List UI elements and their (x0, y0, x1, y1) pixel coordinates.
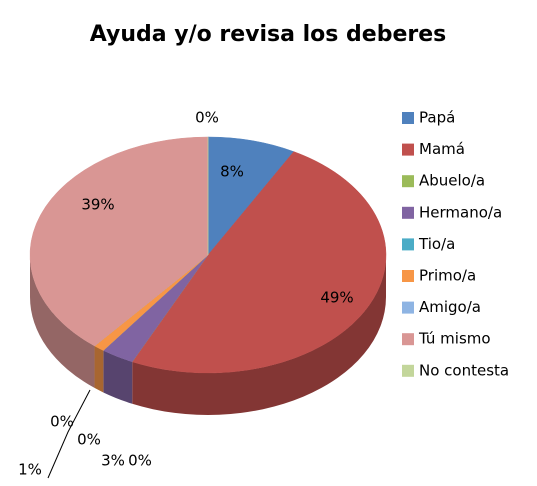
legend-label: Tú mismo (418, 330, 491, 348)
slice (29, 136, 209, 347)
data-labels: 8%49%0%3%0%1%0%39%0% (18, 109, 354, 479)
legend-swatch (402, 206, 414, 219)
slice-side (94, 345, 104, 393)
legend-label: Abuelo/a (419, 172, 485, 190)
data-label: 0% (195, 109, 219, 127)
legend-swatch (402, 270, 414, 282)
legend-label: Hermano/a (419, 203, 502, 221)
data-label: 1% (18, 461, 42, 479)
legend-label: Papá (419, 109, 455, 127)
legend-label: No contesta (419, 361, 509, 379)
legend-label: Primo/a (419, 267, 476, 285)
data-label: 3% (101, 452, 125, 470)
data-label: 0% (77, 431, 101, 449)
legend-swatch (402, 364, 414, 377)
legend-swatch (402, 143, 414, 156)
slice-side (30, 255, 95, 388)
legend-swatch (402, 238, 414, 251)
legend-swatch (402, 333, 414, 346)
legend-label: Mamá (419, 140, 465, 158)
pie-tops (29, 136, 387, 374)
legend-swatch (402, 112, 414, 124)
data-label: 39% (81, 196, 114, 214)
legend-label: Amigo/a (419, 298, 481, 316)
leader-line (47, 389, 91, 479)
pie-sides (30, 255, 386, 415)
legend-label: Tio/a (418, 235, 455, 253)
data-label: 0% (128, 452, 152, 470)
slice (207, 136, 295, 256)
data-label: 0% (50, 413, 74, 431)
slice (131, 151, 387, 374)
data-label: 49% (320, 289, 353, 307)
legend-swatch (402, 301, 414, 314)
legend-swatch (402, 175, 414, 188)
data-label: 8% (220, 163, 244, 181)
chart-title: Ayuda y/o revisa los deberes (90, 22, 447, 47)
slice-side (103, 350, 133, 404)
slice-side (132, 255, 386, 415)
legend: Papá Mamá Abuelo/a Hermano/a Tio/a Primo/a Ami… (402, 109, 509, 379)
